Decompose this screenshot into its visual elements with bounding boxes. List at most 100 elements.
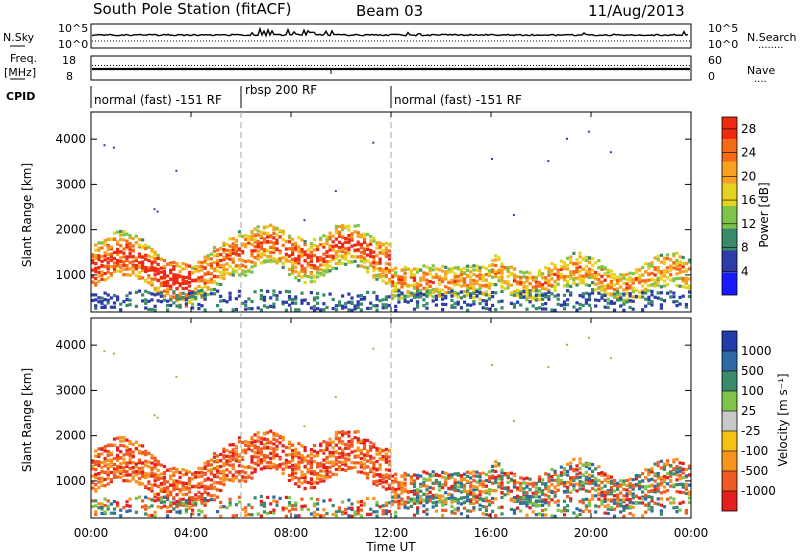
velocity-cell xyxy=(622,482,626,486)
velocity-cell xyxy=(550,498,554,502)
velocity-cell xyxy=(334,437,338,441)
velocity-cell xyxy=(656,472,660,476)
power-cell xyxy=(334,231,338,235)
power-cell xyxy=(644,297,648,301)
velocity-cell xyxy=(447,492,451,497)
power-cell xyxy=(125,255,129,259)
power-cell xyxy=(125,273,129,277)
power-cell xyxy=(575,270,579,274)
nave-point xyxy=(572,65,573,66)
velocity-cell xyxy=(125,504,129,508)
velocity-cell xyxy=(181,487,185,492)
velocity-cell xyxy=(509,471,513,475)
nave-point xyxy=(422,65,423,66)
velocity-cell xyxy=(422,504,426,508)
velocity-cell xyxy=(134,473,138,477)
velocity-cell xyxy=(316,513,320,517)
velocity-cell xyxy=(191,498,195,503)
power-cell xyxy=(337,249,342,253)
velocity-cell xyxy=(412,492,417,496)
velocity-cell xyxy=(159,490,163,494)
power-cell xyxy=(162,276,167,280)
power-cell xyxy=(94,256,98,260)
power-cell xyxy=(100,296,104,300)
nsky-right-tick-bottom: 10^0 xyxy=(708,38,738,51)
power-cell xyxy=(259,241,263,245)
velocity-cell xyxy=(184,504,188,508)
velocity-cell xyxy=(144,449,148,453)
power-cell xyxy=(316,301,320,305)
velocity-cell xyxy=(528,499,532,503)
velocity-cell xyxy=(291,467,295,471)
power-cell xyxy=(128,298,132,302)
velocity-cell xyxy=(462,484,467,488)
velocity-cell xyxy=(175,493,179,497)
nave-point xyxy=(575,65,576,66)
power-cell xyxy=(384,254,388,258)
velocity-cell xyxy=(294,501,298,505)
velocity-cell xyxy=(231,443,235,447)
power-cell xyxy=(578,281,582,285)
velocity-cell xyxy=(156,505,160,509)
nave-point xyxy=(248,65,249,66)
power-cell xyxy=(187,296,192,300)
nave-point xyxy=(275,65,276,66)
power-cell xyxy=(525,278,529,282)
x-tick-label: 00:00 xyxy=(74,526,109,540)
velocity-cell xyxy=(203,498,207,502)
power-cell xyxy=(337,245,342,250)
power-cell xyxy=(425,278,429,282)
velocity-cell xyxy=(369,457,373,461)
power-cell xyxy=(228,272,232,276)
power-cell xyxy=(684,305,688,309)
velocity-cell xyxy=(469,499,473,504)
nsearch-point xyxy=(251,40,252,42)
power-cell xyxy=(341,235,345,240)
velocity-cell xyxy=(322,458,326,462)
power-cell xyxy=(228,264,232,268)
nave-point xyxy=(524,65,525,66)
velocity-cell xyxy=(412,513,417,517)
velocity-cell xyxy=(506,486,510,490)
power-cell xyxy=(272,293,276,297)
power-cell xyxy=(684,281,688,285)
velocity-cell xyxy=(322,514,326,518)
velocity-cell xyxy=(228,497,232,501)
velocity-cell xyxy=(453,499,457,503)
velocity-cell xyxy=(525,481,529,485)
velocity-cell xyxy=(347,506,351,510)
power-cell xyxy=(144,298,148,302)
power-cell xyxy=(166,308,170,312)
power-cell xyxy=(187,273,192,277)
power-cell xyxy=(272,244,276,248)
power-cell xyxy=(384,297,388,301)
power-cell xyxy=(628,276,632,280)
power-cell xyxy=(428,289,432,293)
power-cell xyxy=(316,292,320,296)
velocity-cell xyxy=(600,486,604,490)
power-cell xyxy=(437,291,442,295)
power-cell xyxy=(406,300,410,304)
velocity-cell xyxy=(178,488,182,492)
velocity-cell xyxy=(294,507,298,511)
power-cell xyxy=(659,291,663,295)
power-cell xyxy=(641,289,645,293)
velocity-cell xyxy=(109,478,113,482)
nsearch-point xyxy=(482,40,483,42)
velocity-cell xyxy=(106,470,110,474)
power-cell xyxy=(325,305,329,310)
velocity-cell xyxy=(269,466,273,470)
power-cell xyxy=(606,286,610,290)
velocity-cell xyxy=(541,509,545,513)
power-cell xyxy=(106,260,110,265)
power-cell xyxy=(156,286,160,290)
power-cell xyxy=(175,287,179,291)
nave-point xyxy=(239,65,240,66)
nsearch-point xyxy=(245,40,246,42)
power-cell xyxy=(309,259,313,263)
power-cell xyxy=(256,257,260,261)
velocity-cell xyxy=(344,463,348,467)
power-cell xyxy=(169,296,173,300)
power-cell xyxy=(222,248,226,252)
power-cell xyxy=(678,276,682,280)
